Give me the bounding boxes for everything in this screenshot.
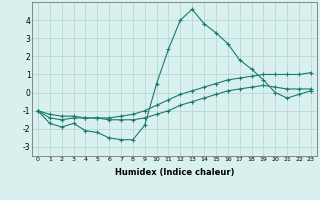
- X-axis label: Humidex (Indice chaleur): Humidex (Indice chaleur): [115, 168, 234, 177]
